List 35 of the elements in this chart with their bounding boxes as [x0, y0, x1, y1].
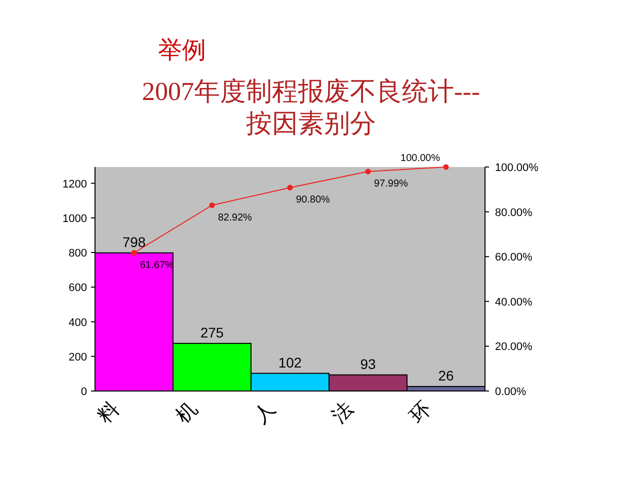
y2-tick-label: 100.00% — [495, 162, 539, 174]
data-label: 90.80% — [296, 194, 330, 206]
y2-tick-label: 40.00% — [495, 296, 533, 308]
x-tick-label: 环 — [406, 398, 436, 428]
point — [287, 184, 293, 190]
point — [131, 250, 137, 256]
data-label: 93 — [360, 356, 376, 372]
data-label: 97.99% — [374, 178, 408, 190]
point — [443, 164, 449, 170]
chart-subtitle: 2007年度制程报废不良统计---按因素别分 — [141, 76, 481, 140]
data-label: 275 — [200, 324, 224, 340]
y-tick-label: 800 — [68, 248, 87, 260]
data-label: 100.00% — [400, 153, 440, 164]
point — [365, 168, 371, 174]
y-tick-label: 200 — [68, 351, 87, 364]
x-tick-label: 机 — [172, 398, 202, 428]
y-tick-label: 0 — [80, 386, 87, 398]
data-label: 26 — [438, 368, 454, 384]
chart-title: 举例 — [158, 36, 206, 66]
y2-tick-label: 80.00% — [495, 206, 533, 219]
x-tick-label: 人 — [250, 398, 280, 428]
y-tick-label: 600 — [68, 282, 87, 294]
y2-tick-label: 0.00% — [495, 386, 526, 398]
point — [209, 202, 215, 208]
y-tick-label: 400 — [68, 316, 87, 329]
y2-tick-label: 60.00% — [495, 252, 533, 264]
data-label: 102 — [278, 354, 302, 370]
y-tick-label: 1000 — [62, 212, 87, 225]
x-tick-label: 法 — [328, 398, 358, 428]
data-label: 61.67% — [140, 260, 174, 271]
data-label: 798 — [122, 234, 146, 250]
data-label: 82.92% — [218, 212, 252, 224]
x-tick-label: 料 — [94, 398, 124, 428]
y-tick-label: 1200 — [62, 178, 87, 190]
y2-tick-label: 20.00% — [495, 341, 533, 354]
